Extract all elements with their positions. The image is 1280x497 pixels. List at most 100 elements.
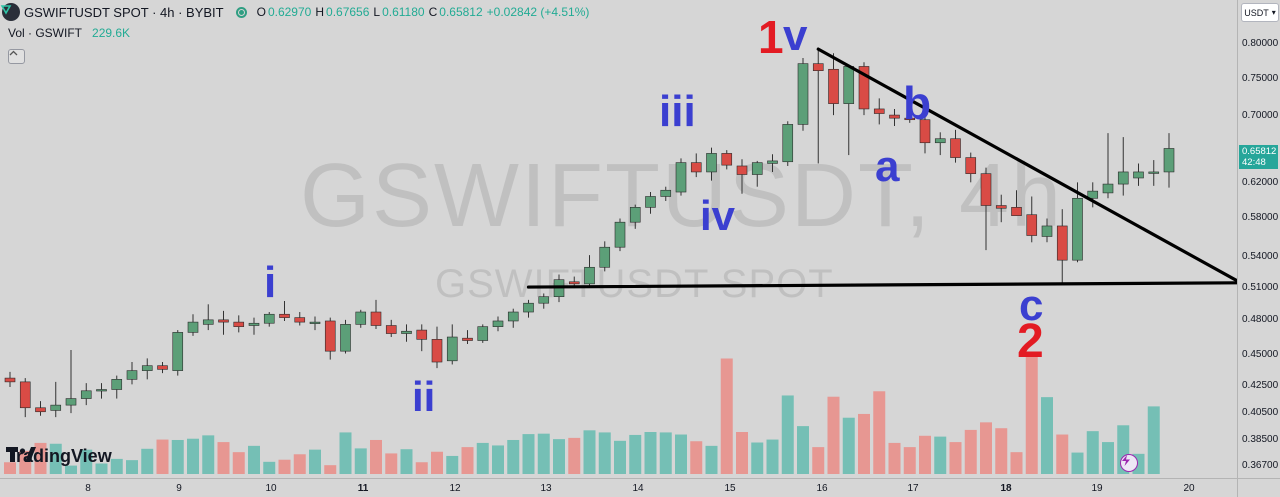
volume-bar	[644, 432, 657, 474]
volume-bar	[736, 432, 748, 474]
volume-bar	[110, 458, 123, 474]
flash-icon[interactable]	[1120, 454, 1138, 472]
volume-bar	[339, 432, 352, 474]
candle-up	[675, 162, 687, 193]
candle-up	[446, 336, 458, 362]
volume-bar	[934, 436, 947, 474]
candle-down	[431, 339, 443, 363]
volume-bar	[1025, 353, 1038, 474]
time-tick: 14	[632, 483, 644, 494]
candle-up	[65, 398, 77, 406]
volume-bar	[461, 447, 474, 474]
price-axis[interactable]: USDT ▾ 0.80000 0.75000 0.70000 0.62000 0.…	[1237, 0, 1280, 478]
candle-down	[873, 108, 885, 114]
price-tick: 0.80000	[1242, 38, 1279, 49]
price-tick: 0.48000	[1242, 314, 1279, 325]
volume-bar	[400, 449, 413, 474]
wave-label-iv: iv	[700, 192, 736, 239]
time-tick: 9	[176, 483, 182, 494]
volume-bar	[232, 452, 245, 474]
candle-down	[416, 329, 428, 340]
candle-up	[797, 63, 809, 125]
volume-bar	[995, 428, 1008, 474]
descending-trendline	[816, 47, 1237, 283]
candle-up	[477, 326, 489, 341]
candle-down	[324, 320, 336, 352]
tradingview-logo[interactable]: TradingView	[6, 446, 112, 467]
candle-down	[294, 317, 306, 323]
volume-bar	[705, 445, 718, 474]
volume-bar	[34, 442, 47, 474]
candlestick-chart[interactable]	[0, 0, 1237, 478]
volume-bar	[385, 453, 398, 474]
volume-bar	[827, 396, 840, 474]
tradingview-logo-icon	[6, 447, 36, 462]
time-axis[interactable]: 8 9 10 11 12 13 14 15 16 17 18 19 20	[0, 478, 1237, 497]
volume-bar	[842, 417, 855, 474]
candle-down	[370, 311, 382, 326]
volume-bar	[1010, 452, 1023, 474]
volume-bar	[171, 439, 184, 474]
time-tick: 11	[357, 483, 369, 494]
candle-up	[843, 66, 855, 104]
time-tick: 8	[85, 483, 91, 494]
volume-bar	[65, 465, 77, 474]
price-tick: 0.75000	[1242, 73, 1279, 84]
volume-bar	[614, 440, 626, 474]
candle-up	[1072, 197, 1083, 261]
collapse-legend-button[interactable]	[8, 49, 25, 64]
wave-label-2: 2	[1017, 315, 1044, 368]
price-tick: 0.70000	[1242, 110, 1279, 121]
volume-bar	[583, 430, 596, 474]
volume-bar	[4, 462, 16, 474]
volume-bar	[370, 439, 382, 474]
high-value: 0.67656	[326, 5, 370, 19]
volume-bar	[202, 435, 215, 474]
volume-bar	[293, 454, 306, 474]
candle-up	[1087, 190, 1099, 199]
price-tick: 0.42500	[1242, 380, 1279, 391]
wave-label-1: 1	[758, 11, 784, 63]
candle-down	[4, 377, 16, 383]
candle-down	[858, 66, 870, 110]
candle-down	[721, 153, 733, 166]
volume-bar	[49, 443, 62, 474]
volume-bar	[263, 461, 276, 474]
volume-bar	[80, 449, 93, 474]
candle-up	[309, 321, 321, 324]
symbol-title[interactable]: GSWIFTUSDT SPOT · 4h · BYBIT	[24, 4, 224, 20]
volume-bar	[507, 439, 520, 474]
volume-bar	[537, 433, 550, 474]
volume-bar	[858, 413, 870, 474]
candle-down	[568, 281, 580, 285]
chevron-down-icon: ▾	[1271, 8, 1276, 17]
axis-corner	[1237, 478, 1280, 497]
volume-bar	[720, 358, 733, 474]
candle-down	[1011, 207, 1022, 216]
candle-down	[218, 319, 229, 323]
candle-up	[126, 370, 138, 380]
volume-bar	[690, 441, 703, 474]
volume-legend[interactable]: Vol · GSWIFT 229.6K	[8, 26, 130, 40]
candle-down	[904, 117, 916, 121]
time-tick: 12	[449, 483, 461, 494]
volume-bar	[598, 432, 611, 474]
volume-bar	[95, 463, 108, 474]
chart-plot-area[interactable]: GSWIFTUSDT, 4h GSWIFTUSDT SPOT i ii iii …	[0, 0, 1237, 478]
candle-up	[660, 189, 672, 197]
volume-bar	[1086, 431, 1099, 474]
time-tick: 10	[265, 483, 277, 494]
wave-label-iii: iii	[659, 87, 696, 136]
low-value: 0.61180	[382, 5, 425, 19]
currency-selector[interactable]: USDT ▾	[1241, 3, 1279, 22]
candle-up	[96, 389, 107, 392]
price-tick: 0.54000	[1242, 251, 1279, 262]
volume-bar	[446, 455, 459, 474]
open-value: 0.62970	[267, 5, 312, 19]
volume-bar	[141, 448, 154, 474]
candle-up	[751, 162, 763, 175]
wave-label-b: b	[903, 77, 932, 129]
candle-up	[401, 330, 412, 334]
volume-bar	[156, 439, 169, 474]
